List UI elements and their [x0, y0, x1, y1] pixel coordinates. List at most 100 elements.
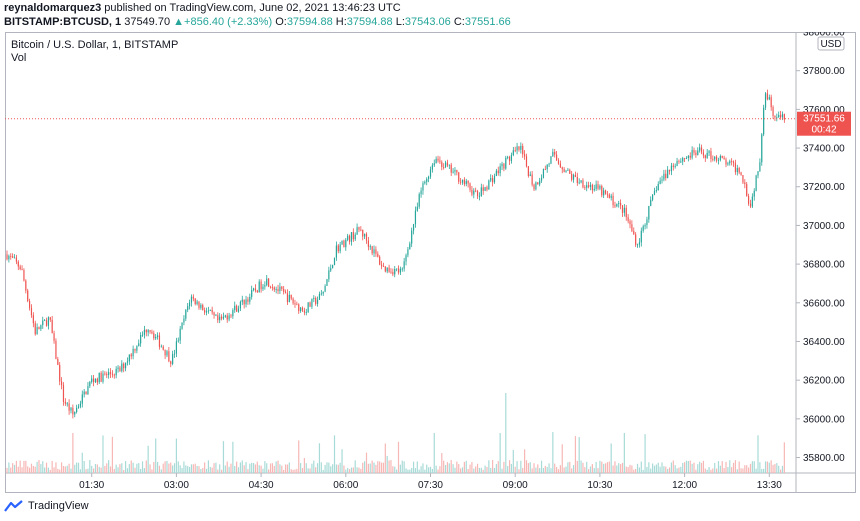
candle-body — [524, 154, 526, 157]
volume-bar — [284, 464, 287, 473]
volume-bar — [173, 463, 176, 473]
candle-body — [747, 196, 750, 204]
price-chart[interactable]: Bitcoin / U.S. Dollar, 1, BITSTAMP Vol U… — [5, 28, 856, 493]
volume-bar — [458, 464, 460, 473]
volume-bar — [335, 464, 337, 473]
candle-body — [565, 170, 567, 172]
price-axis-tick-label: 37400.00 — [803, 144, 845, 155]
volume-bar — [476, 463, 479, 473]
volume-bar — [441, 453, 443, 473]
candle-body — [352, 232, 354, 240]
currency-button[interactable] — [817, 36, 845, 51]
volume-bar — [175, 438, 177, 473]
volume-bar — [15, 460, 18, 473]
candle-body — [268, 278, 270, 287]
candle-body — [286, 293, 289, 303]
candle-body — [258, 281, 260, 293]
volume-bar — [392, 466, 394, 473]
volume-label: Vol — [11, 52, 26, 64]
price-axis[interactable]: 35800.00 36000.00 36200.00 36400.00 36600.00… — [796, 28, 845, 464]
candle-body — [467, 180, 469, 184]
volume-bar — [364, 461, 366, 473]
candle-body — [202, 304, 204, 311]
candle-body — [512, 150, 514, 156]
volume-bar — [138, 463, 140, 473]
volume-bar — [409, 469, 411, 473]
candle-body — [138, 343, 140, 347]
candle-body — [156, 335, 159, 338]
volume-bar — [704, 468, 706, 473]
candle-body — [507, 156, 509, 158]
volume-bar — [672, 460, 674, 473]
volume-bar — [655, 464, 657, 473]
candle-body — [51, 319, 53, 334]
volume-bar — [102, 435, 104, 473]
volume-bar — [614, 461, 616, 473]
volume-bar — [770, 460, 772, 473]
volume-bar — [482, 469, 484, 473]
volume-bar — [162, 463, 164, 473]
candle-body — [8, 255, 10, 260]
candle-body — [70, 407, 72, 411]
candle-body — [435, 158, 437, 164]
candle-body — [288, 294, 290, 303]
volume-bar — [512, 449, 514, 473]
candle-body — [725, 159, 727, 165]
volume-bar — [463, 461, 465, 473]
volume-bar — [608, 461, 610, 473]
candle-body — [492, 178, 494, 183]
candle-body — [653, 191, 656, 195]
candle-body — [290, 294, 292, 299]
volume-bar — [503, 461, 505, 473]
candle-body — [572, 174, 575, 180]
candle-body — [98, 372, 100, 383]
volume-bar — [779, 469, 782, 473]
price-axis-tick-label: 36000.00 — [803, 414, 845, 425]
candle-body — [574, 174, 577, 177]
volume-bar — [277, 460, 279, 473]
candle-body — [172, 354, 174, 364]
candle-body — [44, 320, 46, 322]
candle-body — [113, 374, 115, 376]
volume-bar — [706, 469, 708, 473]
candle-body — [527, 166, 529, 176]
candle-body — [411, 230, 413, 244]
candle-body — [595, 184, 597, 189]
candle-body — [134, 348, 136, 351]
time-axis[interactable]: 01:30 03:00 04:30 06:00 07:30 09:00 10:30 12:00… — [79, 473, 782, 491]
candle-body — [655, 190, 657, 192]
volume-bar — [96, 464, 98, 473]
volume-bar — [693, 462, 695, 473]
tradingview-logo[interactable]: TradingView — [4, 500, 89, 512]
volume-bar — [446, 462, 449, 473]
volume-bar — [668, 467, 671, 473]
volume-bar — [699, 461, 701, 473]
volume-bar — [731, 467, 733, 473]
volume-bar — [467, 468, 469, 473]
candle-body — [81, 394, 83, 404]
candle-body — [503, 163, 505, 169]
candle-body — [147, 330, 149, 333]
volume-bar — [429, 466, 432, 473]
candle-body — [452, 171, 454, 173]
volume-bar — [559, 465, 561, 473]
candle-body — [77, 406, 80, 408]
volume-bar — [781, 465, 784, 473]
candle-body — [390, 271, 392, 273]
author-name[interactable]: reynaldomarquez3 — [4, 2, 102, 14]
candle-body — [755, 175, 757, 191]
volume-bar — [305, 463, 307, 473]
chart-container[interactable]: Bitcoin / U.S. Dollar, 1, BITSTAMP Vol U… — [5, 28, 856, 493]
volume-bar — [145, 460, 147, 473]
volume-bar — [742, 468, 744, 473]
candle-body — [691, 150, 693, 158]
candle-body — [211, 309, 213, 313]
candle-body — [275, 288, 277, 290]
candle-body — [727, 163, 729, 165]
volume-bar — [640, 461, 642, 473]
volume-bar — [650, 468, 652, 473]
candle-body — [143, 329, 146, 335]
candle-body — [371, 246, 373, 254]
volume-bar — [254, 464, 257, 473]
candle-body — [328, 270, 330, 280]
